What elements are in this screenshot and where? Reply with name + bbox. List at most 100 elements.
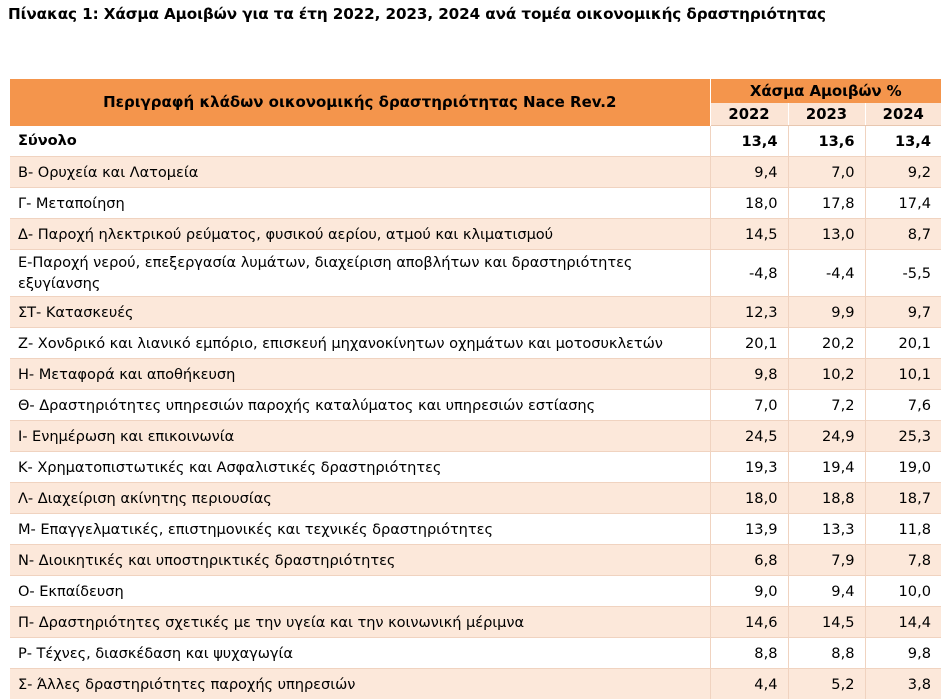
cell-value-2022: 14,5 [710, 219, 788, 250]
table-caption: Πίνακας 1: Χάσμα Αμοιβών για τα έτη 2022… [8, 4, 938, 24]
cell-value-2023: 13,0 [788, 219, 865, 250]
row-label: ΣΤ- Κατασκευές [10, 297, 710, 328]
cell-value-2024: 3,8 [865, 669, 941, 699]
cell-value-2022: 9,8 [710, 359, 788, 390]
cell-value-2022: 8,8 [710, 638, 788, 669]
cell-value-2022: 4,4 [710, 669, 788, 699]
row-label: Ζ- Χονδρικό και λιανικό εμπόριο, επισκευ… [10, 328, 710, 359]
row-label: Μ- Επαγγελματικές, επιστημονικές και τεχ… [10, 514, 710, 545]
cell-value-2023: 18,8 [788, 483, 865, 514]
cell-value-2023: 20,2 [788, 328, 865, 359]
cell-value-2022: 9,4 [710, 157, 788, 188]
cell-value-2022: 18,0 [710, 483, 788, 514]
cell-value-2022: 12,3 [710, 297, 788, 328]
cell-value-2023: 7,9 [788, 545, 865, 576]
table-container: Περιγραφή κλάδων οικονομικής δραστηριότη… [10, 79, 941, 699]
row-label: Ρ- Τέχνες, διασκέδαση και ψυχαγωγία [10, 638, 710, 669]
table-page: Πίνακας 1: Χάσμα Αμοιβών για τα έτη 2022… [0, 0, 952, 683]
cell-value-2023: 9,9 [788, 297, 865, 328]
row-label: Ο- Εκπαίδευση [10, 576, 710, 607]
table-row: Ε-Παροχή νερού, επεξεργασία λυμάτων, δια… [10, 250, 941, 297]
row-label: Ε-Παροχή νερού, επεξεργασία λυμάτων, δια… [10, 250, 710, 297]
cell-value-2023: 13,3 [788, 514, 865, 545]
cell-value-2024: 7,6 [865, 390, 941, 421]
cell-value-2024: 25,3 [865, 421, 941, 452]
row-label: Λ- Διαχείριση ακίνητης περιουσίας [10, 483, 710, 514]
row-label: Η- Μεταφορά και αποθήκευση [10, 359, 710, 390]
cell-value-2023: 19,4 [788, 452, 865, 483]
cell-value-2022: 20,1 [710, 328, 788, 359]
cell-value-2024: -5,5 [865, 250, 941, 297]
cell-value-2022: 13,9 [710, 514, 788, 545]
row-label: Γ- Μεταποίηση [10, 188, 710, 219]
cell-value-2023: -4,4 [788, 250, 865, 297]
pay-gap-table: Περιγραφή κλάδων οικονομικής δραστηριότη… [10, 79, 941, 699]
table-head: Περιγραφή κλάδων οικονομικής δραστηριότη… [10, 79, 941, 126]
cell-value-2024: 13,4 [865, 126, 941, 157]
cell-value-2022: 24,5 [710, 421, 788, 452]
column-header-year-2023: 2023 [788, 103, 865, 126]
table-row: Μ- Επαγγελματικές, επιστημονικές και τεχ… [10, 514, 941, 545]
cell-value-2022: 14,6 [710, 607, 788, 638]
row-label: Σ- Άλλες δραστηριότητες παροχής υπηρεσιώ… [10, 669, 710, 699]
cell-value-2022: 13,4 [710, 126, 788, 157]
row-label: Ν- Διοικητικές και υποστηρικτικές δραστη… [10, 545, 710, 576]
row-label: Π- Δραστηριότητες σχετικές με την υγεία … [10, 607, 710, 638]
cell-value-2024: 20,1 [865, 328, 941, 359]
row-label: Θ- Δραστηριότητες υπηρεσιών παροχής κατα… [10, 390, 710, 421]
table-row: Σ- Άλλες δραστηριότητες παροχής υπηρεσιώ… [10, 669, 941, 699]
cell-value-2022: 19,3 [710, 452, 788, 483]
row-label: Κ- Χρηματοπιστωτικές και Ασφαλιστικές δρ… [10, 452, 710, 483]
cell-value-2024: 17,4 [865, 188, 941, 219]
row-label: Ι- Ενημέρωση και επικοινωνία [10, 421, 710, 452]
cell-value-2024: 10,1 [865, 359, 941, 390]
cell-value-2024: 9,7 [865, 297, 941, 328]
cell-value-2024: 8,7 [865, 219, 941, 250]
table-row: Δ- Παροχή ηλεκτρικού ρεύματος, φυσικού α… [10, 219, 941, 250]
column-header-year-2022: 2022 [710, 103, 788, 126]
cell-value-2023: 24,9 [788, 421, 865, 452]
cell-value-2023: 13,6 [788, 126, 865, 157]
table-row: Ν- Διοικητικές και υποστηρικτικές δραστη… [10, 545, 941, 576]
cell-value-2024: 7,8 [865, 545, 941, 576]
cell-value-2023: 7,2 [788, 390, 865, 421]
cell-value-2023: 9,4 [788, 576, 865, 607]
cell-value-2022: 7,0 [710, 390, 788, 421]
cell-value-2022: -4,8 [710, 250, 788, 297]
cell-value-2024: 19,0 [865, 452, 941, 483]
cell-value-2024: 18,7 [865, 483, 941, 514]
column-header-description: Περιγραφή κλάδων οικονομικής δραστηριότη… [10, 79, 710, 126]
cell-value-2023: 7,0 [788, 157, 865, 188]
cell-value-2023: 5,2 [788, 669, 865, 699]
row-label: Δ- Παροχή ηλεκτρικού ρεύματος, φυσικού α… [10, 219, 710, 250]
cell-value-2023: 14,5 [788, 607, 865, 638]
row-label: Β- Ορυχεία και Λατομεία [10, 157, 710, 188]
cell-value-2023: 17,8 [788, 188, 865, 219]
table-row: Θ- Δραστηριότητες υπηρεσιών παροχής κατα… [10, 390, 941, 421]
header-row-primary: Περιγραφή κλάδων οικονομικής δραστηριότη… [10, 79, 941, 103]
table-row: Κ- Χρηματοπιστωτικές και Ασφαλιστικές δρ… [10, 452, 941, 483]
cell-value-2023: 10,2 [788, 359, 865, 390]
table-row: Ζ- Χονδρικό και λιανικό εμπόριο, επισκευ… [10, 328, 941, 359]
cell-value-2024: 9,2 [865, 157, 941, 188]
cell-value-2023: 8,8 [788, 638, 865, 669]
table-row: Π- Δραστηριότητες σχετικές με την υγεία … [10, 607, 941, 638]
cell-value-2024: 10,0 [865, 576, 941, 607]
cell-value-2022: 9,0 [710, 576, 788, 607]
cell-value-2024: 14,4 [865, 607, 941, 638]
cell-value-2022: 6,8 [710, 545, 788, 576]
cell-value-2022: 18,0 [710, 188, 788, 219]
cell-value-2024: 11,8 [865, 514, 941, 545]
column-header-year-2024: 2024 [865, 103, 941, 126]
column-header-metric: Χάσμα Αμοιβών % [710, 79, 941, 103]
